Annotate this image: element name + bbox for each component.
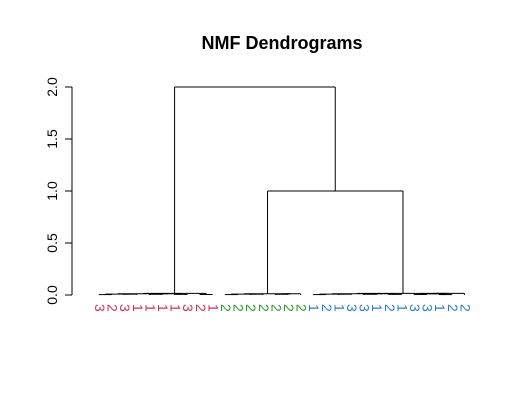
y-tick-label: 2.0 [44, 77, 60, 97]
y-axis: 0.0 0.5 1.0 1.5 2.0 [44, 77, 73, 305]
leaf-label: 1 [155, 304, 171, 312]
leaf-label: 2 [294, 304, 310, 312]
leaf-label: 1 [205, 304, 221, 312]
leaf-label: 3 [92, 304, 108, 312]
leaf-label: 1 [331, 304, 347, 312]
dendrogram-tree [98, 86, 465, 296]
leaf-label: 1 [369, 304, 385, 312]
leaf-label: 2 [231, 304, 247, 312]
leaf-label: 1 [394, 304, 410, 312]
leaf-label: 2 [256, 304, 272, 312]
leaf-label: 1 [142, 304, 158, 312]
leaf-label: 1 [432, 304, 448, 312]
leaf-label: 2 [319, 304, 335, 312]
y-tick-label: 0.5 [44, 233, 60, 253]
y-tick-label: 1.5 [44, 129, 60, 149]
leaf-label: 1 [130, 304, 146, 312]
leaf-label: 2 [445, 304, 461, 312]
chart-title: NMF Dendrograms [201, 33, 362, 53]
leaf-label: 2 [281, 304, 297, 312]
leaf-label: 2 [218, 304, 234, 312]
leaf-label: 2 [457, 304, 473, 312]
leaf-label: 3 [344, 304, 360, 312]
leaf-label: 2 [193, 304, 209, 312]
leaf-label: 2 [268, 304, 284, 312]
leaf-label: 2 [243, 304, 259, 312]
leaf-label: 1 [306, 304, 322, 312]
y-tick-label: 1.0 [44, 181, 60, 201]
leaf-label: 3 [420, 304, 436, 312]
leaf-label: 2 [105, 304, 121, 312]
leaf-label: 3 [117, 304, 133, 312]
leaf-label: 1 [168, 304, 184, 312]
leaf-label: 2 [382, 304, 398, 312]
leaf-label: 3 [357, 304, 373, 312]
leaf-label: 3 [180, 304, 196, 312]
y-tick-label: 0.0 [44, 285, 60, 305]
leaf-label: 3 [407, 304, 423, 312]
